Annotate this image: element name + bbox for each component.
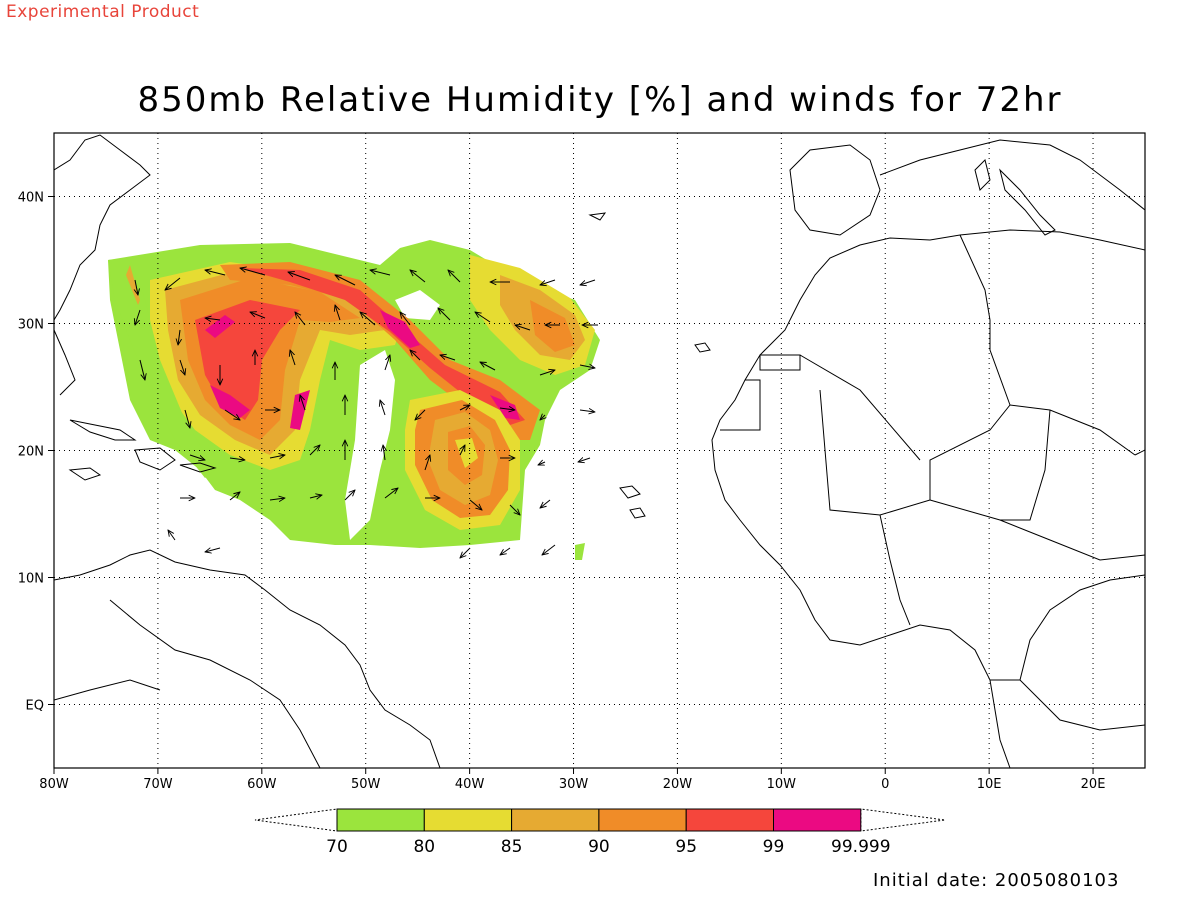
map-grid	[54, 133, 1145, 768]
colorbar: 70 80 85 90 95 99 99.999	[254, 808, 946, 857]
colorbar-swatch	[773, 808, 862, 832]
y-tick-label: 40N	[18, 191, 44, 206]
colorbar-swatch	[685, 808, 775, 832]
x-tick-label: 50W	[351, 777, 381, 792]
colorbar-swatch	[511, 808, 600, 832]
colorbar-label: 99.999	[831, 837, 890, 857]
colorbar-label: 70	[326, 837, 348, 857]
y-tick-label: 20N	[18, 445, 44, 460]
colorbar-label: 80	[413, 837, 435, 857]
colorbar-swatch	[423, 808, 513, 832]
colorbar-label: 85	[501, 837, 523, 857]
x-tick-label: 10E	[977, 777, 1002, 792]
colorbar-swatch	[598, 808, 687, 832]
colorbar-lower-extend	[254, 808, 338, 832]
x-tick-label: 40W	[455, 777, 485, 792]
coastlines	[54, 134, 1145, 768]
product-label: Experimental Product	[6, 2, 200, 22]
x-tick-label: 30W	[559, 777, 589, 792]
y-axis-labels: 40N 30N 20N 10N EQ	[18, 191, 44, 714]
x-tick-label: 70W	[143, 777, 173, 792]
axis-ticks	[48, 196, 1094, 774]
y-tick-label: EQ	[26, 699, 44, 714]
colorbar-label: 95	[675, 837, 697, 857]
colorbar-swatch	[336, 808, 425, 832]
initial-date: Initial date: 2005080103	[873, 870, 1120, 891]
colorbar-upper-extend	[860, 808, 946, 832]
wind-vectors	[135, 268, 598, 558]
x-tick-label: 10W	[767, 777, 797, 792]
y-tick-label: 30N	[18, 318, 44, 333]
x-tick-label: 20W	[663, 777, 693, 792]
x-tick-label: 80W	[39, 777, 69, 792]
colorbar-label: 99	[763, 837, 785, 857]
chart-title: 850mb Relative Humidity [%] and winds fo…	[137, 80, 1063, 120]
x-tick-label: 0	[881, 777, 889, 792]
colorbar-label: 90	[588, 837, 610, 857]
x-tick-label: 60W	[247, 777, 277, 792]
y-tick-label: 10N	[18, 572, 44, 587]
x-tick-label: 20E	[1081, 777, 1106, 792]
humidity-field	[108, 240, 600, 560]
x-axis-labels: 80W 70W 60W 50W 40W 30W 20W 10W 0 10E 20E	[39, 777, 1105, 792]
